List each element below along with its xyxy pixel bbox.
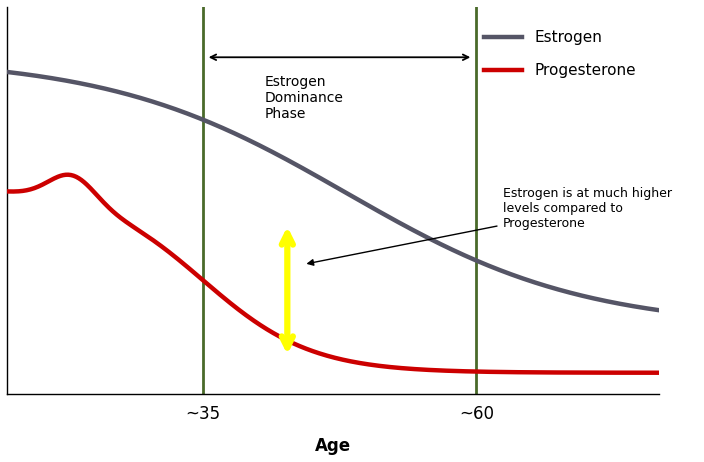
Text: Estrogen
Dominance
Phase: Estrogen Dominance Phase bbox=[265, 75, 344, 121]
Estrogen bbox=[316, 176, 325, 181]
Text: Estrogen is at much higher
levels compared to
Progesterone: Estrogen is at much higher levels compar… bbox=[308, 187, 672, 265]
Progesterone bbox=[357, 360, 365, 366]
Estrogen bbox=[356, 198, 364, 203]
Estrogen bbox=[391, 218, 399, 223]
Progesterone bbox=[655, 370, 663, 376]
Progesterone bbox=[318, 352, 326, 357]
Progesterone bbox=[392, 365, 401, 371]
Estrogen bbox=[537, 282, 546, 287]
Estrogen bbox=[655, 307, 663, 313]
X-axis label: Age: Age bbox=[315, 437, 351, 455]
Progesterone bbox=[539, 370, 547, 375]
Line: Progesterone: Progesterone bbox=[7, 175, 659, 373]
Estrogen bbox=[313, 173, 321, 179]
Estrogen bbox=[639, 305, 648, 310]
Legend: Estrogen, Progesterone: Estrogen, Progesterone bbox=[469, 15, 651, 93]
Progesterone bbox=[3, 188, 11, 194]
Progesterone bbox=[641, 370, 649, 376]
Progesterone bbox=[314, 350, 322, 356]
Line: Estrogen: Estrogen bbox=[7, 72, 659, 310]
Estrogen bbox=[3, 69, 11, 75]
Progesterone bbox=[63, 172, 71, 177]
